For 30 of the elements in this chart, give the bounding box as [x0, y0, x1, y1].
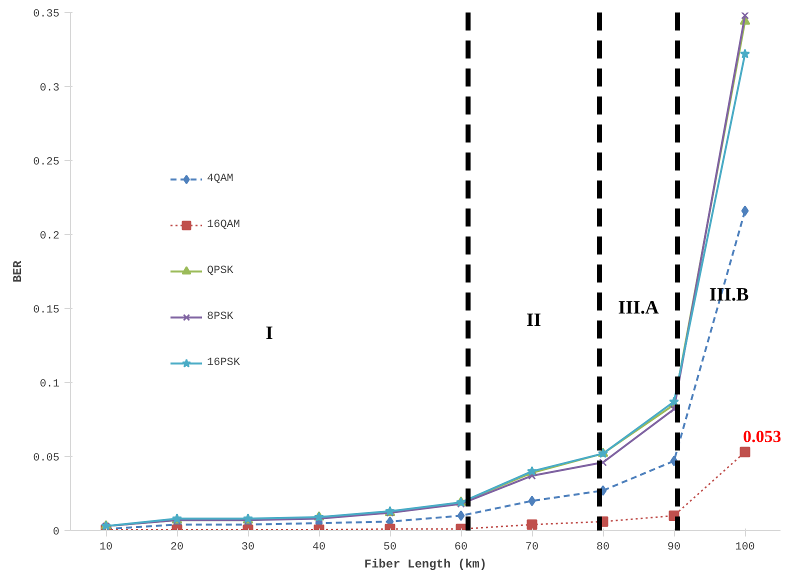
x-tick-label: 70 — [525, 542, 539, 554]
y-axis-title: BER — [11, 260, 26, 282]
y-tick-label: 0.15 — [33, 304, 60, 316]
y-tick-label: 0.3 — [40, 82, 60, 94]
legend-label: 8PSK — [207, 311, 234, 323]
y-tick-label: 0.1 — [40, 378, 60, 390]
y-tick-label: 0.35 — [33, 8, 60, 20]
legend-label: 16QAM — [207, 219, 240, 231]
x-tick-label: 30 — [241, 542, 255, 554]
x-axis-title: Fiber Length (km) — [364, 558, 487, 572]
legend-label: 16PSK — [207, 357, 240, 369]
y-tick-label: 0.2 — [40, 230, 60, 242]
annotation: III.B — [709, 284, 750, 306]
annotation: I — [266, 323, 274, 344]
y-tick-label: 0 — [52, 526, 60, 538]
annotation: III.A — [618, 297, 660, 318]
data-label: 0.053 — [743, 427, 782, 446]
legend-label: 4QAM — [207, 173, 234, 185]
x-tick-label: 100 — [735, 542, 755, 554]
x-tick-label: 20 — [170, 542, 184, 554]
annotation: II — [526, 310, 542, 332]
x-tick-label: 40 — [312, 542, 326, 554]
y-tick-label: 0.05 — [33, 452, 60, 464]
y-tick-label: 0.25 — [33, 156, 60, 168]
x-tick-label: 90 — [667, 542, 681, 554]
x-tick-label: 50 — [383, 542, 397, 554]
x-tick-label: 10 — [99, 542, 113, 554]
legend-label: QPSK — [207, 265, 234, 277]
x-tick-label: 60 — [454, 542, 468, 554]
x-tick-label: 80 — [596, 542, 610, 554]
